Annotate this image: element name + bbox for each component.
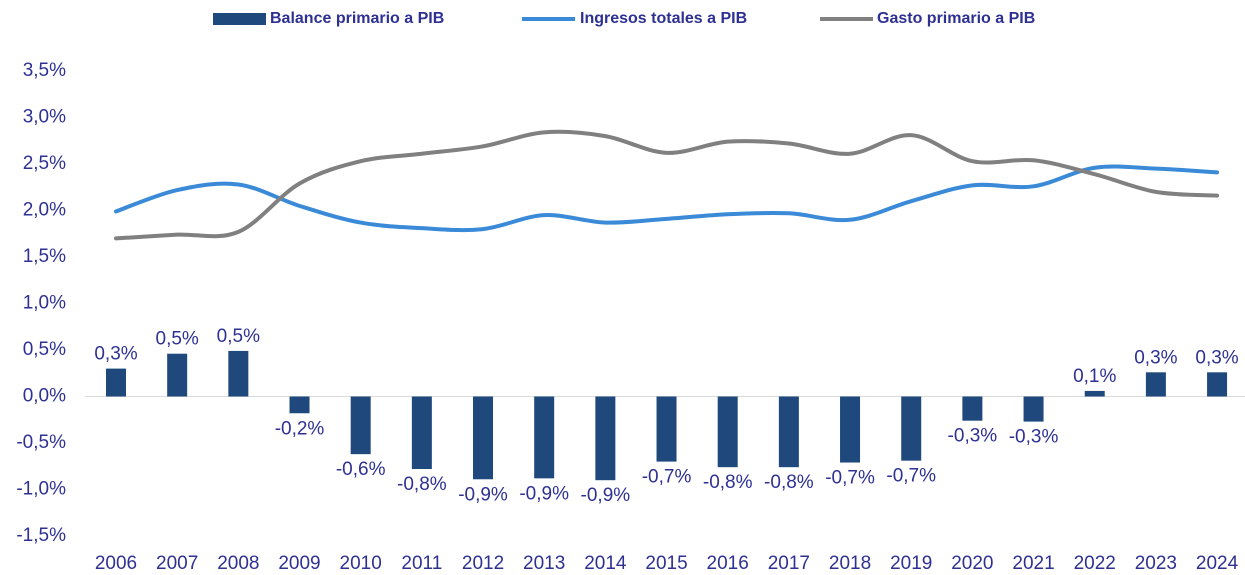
- x-tick-label: 2013: [523, 553, 565, 574]
- y-tick-label: -0,5%: [16, 432, 66, 453]
- data-label: -0,7%: [886, 466, 936, 487]
- bar: [595, 396, 616, 481]
- x-tick-label: 2006: [95, 553, 137, 574]
- x-tick-label: 2012: [462, 553, 504, 574]
- x-tick-label: 2008: [217, 553, 259, 574]
- y-tick-label: 1,0%: [23, 293, 66, 314]
- bar: [534, 396, 555, 479]
- data-label: -0,9%: [458, 484, 508, 505]
- y-tick-label: 3,5%: [23, 60, 66, 81]
- bar: [1084, 390, 1105, 397]
- legend-swatch: [213, 13, 266, 25]
- bar: [167, 353, 188, 397]
- bar: [411, 396, 432, 470]
- bar: [1207, 372, 1228, 397]
- bar: [901, 396, 922, 461]
- y-tick-label: 2,5%: [23, 153, 66, 174]
- bar: [778, 396, 799, 468]
- data-label: -0,3%: [948, 426, 998, 447]
- bar: [1023, 396, 1044, 422]
- bar: [350, 396, 371, 455]
- x-tick-label: 2009: [278, 553, 320, 574]
- data-label: 0,3%: [1134, 347, 1177, 368]
- data-label: -0,9%: [519, 483, 569, 504]
- bar: [289, 396, 310, 414]
- data-label: -0,8%: [764, 472, 814, 493]
- data-label: 0,3%: [94, 344, 137, 365]
- x-tick-label: 2023: [1135, 553, 1177, 574]
- x-tick-label: 2014: [584, 553, 627, 574]
- y-tick-label: -1,0%: [16, 479, 66, 500]
- data-label: -0,6%: [336, 459, 386, 480]
- legend-label: Balance primario a PIB: [270, 10, 444, 27]
- x-tick-label: 2024: [1196, 553, 1239, 574]
- bar: [473, 396, 494, 480]
- data-label: 0,3%: [1195, 347, 1238, 368]
- data-label: -0,7%: [825, 468, 875, 489]
- bar: [106, 368, 126, 397]
- legend-label: Gasto primario a PIB: [877, 10, 1035, 27]
- y-tick-label: 3,0%: [23, 107, 66, 128]
- y-tick-label: 1,5%: [23, 246, 66, 267]
- data-label: -0,2%: [275, 418, 325, 439]
- data-label: -0,9%: [581, 485, 631, 506]
- y-tick-label: 0,0%: [23, 386, 66, 407]
- bar: [962, 396, 983, 421]
- x-tick-label: 2016: [707, 553, 749, 574]
- x-tick-label: 2011: [401, 553, 442, 574]
- legend-label: Ingresos totales a PIB: [580, 10, 747, 27]
- y-tick-label: -1,5%: [16, 525, 66, 546]
- line: [114, 129, 1220, 241]
- y-tick-label: 0,5%: [23, 339, 66, 360]
- x-tick-label: 2022: [1074, 553, 1116, 574]
- bar: [1145, 372, 1166, 397]
- data-label: 0,5%: [156, 329, 199, 350]
- bar: [840, 396, 861, 463]
- x-tick-label: 2018: [829, 553, 871, 574]
- data-label: 0,1%: [1073, 366, 1116, 387]
- x-tick-label: 2007: [156, 553, 198, 574]
- y-tick-label: 2,0%: [23, 200, 66, 221]
- bar: [717, 396, 738, 468]
- line: [114, 164, 1220, 233]
- bar: [656, 396, 677, 462]
- x-tick-label: 2015: [645, 553, 687, 574]
- x-tick-label: 2017: [768, 553, 810, 574]
- data-label: -0,8%: [397, 474, 447, 495]
- data-label: 0,5%: [217, 326, 260, 347]
- data-label: -0,3%: [1009, 427, 1059, 448]
- x-tick-label: 2010: [340, 553, 382, 574]
- x-tick-label: 2021: [1012, 553, 1054, 574]
- x-tick-label: 2019: [890, 553, 932, 574]
- x-tick-label: 2020: [951, 553, 993, 574]
- data-label: -0,8%: [703, 472, 753, 493]
- bar: [228, 350, 249, 397]
- data-label: -0,7%: [642, 467, 692, 488]
